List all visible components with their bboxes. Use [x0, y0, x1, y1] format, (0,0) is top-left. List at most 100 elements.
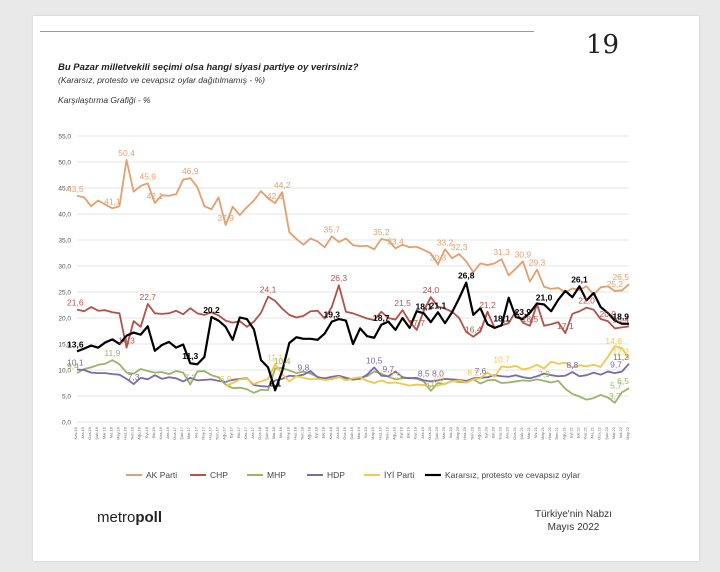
- x-tick-label: May.18: [285, 426, 290, 440]
- brand-logo: metropoll: [97, 509, 162, 526]
- data-label: 21,5: [394, 298, 411, 308]
- data-label: 22,0: [578, 296, 595, 306]
- series-line: [76, 363, 630, 388]
- x-tick-label: Mar.20: [441, 426, 446, 439]
- data-label: 44,2: [274, 180, 291, 190]
- data-label: 20,2: [203, 305, 220, 315]
- data-label: 9,4: [67, 361, 79, 371]
- data-label: 30,9: [515, 249, 532, 259]
- data-label: 6,5: [617, 376, 629, 386]
- x-tick-label: Mar.21: [526, 426, 531, 439]
- chart-subtitle: (Kararsız, protesto ve cevapsız oylar da…: [58, 75, 265, 85]
- x-tick-label: Ara.18: [335, 426, 340, 439]
- data-label: 37,9: [217, 213, 234, 223]
- data-label: 11,3: [182, 351, 198, 361]
- x-tick-label: Oca.22: [597, 426, 602, 440]
- x-tick-label: Oca.18: [257, 426, 262, 440]
- data-label: 8,2: [467, 367, 479, 377]
- x-tick-label: Eki.18: [321, 426, 326, 438]
- legend-label: Kararsız, protesto ve cevapsız oylar: [445, 470, 580, 480]
- legend-label: MHP: [267, 470, 286, 480]
- data-label: 9,7: [610, 360, 622, 370]
- brand-prefix: metro: [97, 509, 136, 526]
- data-label: 18,4: [612, 314, 629, 324]
- data-label: 46,9: [182, 166, 199, 176]
- data-label: 26,3: [331, 273, 348, 283]
- data-label: 45,9: [139, 171, 156, 181]
- x-tick-label: May.17: [200, 426, 205, 440]
- x-tick-label: Nis.17: [193, 426, 198, 438]
- x-tick-label: Tem.21: [554, 426, 559, 440]
- data-label: 19,3: [323, 310, 340, 320]
- x-tick-label: Nis.19: [363, 426, 368, 438]
- legend-label: AK Parti: [146, 470, 177, 480]
- data-label: 18,9: [612, 312, 629, 322]
- data-label: 7,9: [538, 369, 550, 379]
- x-tick-label: Tem.16: [130, 426, 135, 440]
- data-label: 22,7: [139, 292, 156, 302]
- data-label: 30,3: [430, 252, 447, 262]
- data-label: 9,7: [382, 364, 394, 374]
- data-label: 21,6: [67, 298, 84, 308]
- x-tick-label: Mar.16: [101, 426, 106, 439]
- series-line: [225, 345, 630, 388]
- data-label: 16,4: [465, 325, 482, 335]
- x-tick-label: Ağu.18: [307, 426, 312, 439]
- source-line-2: Mayıs 2022: [547, 522, 600, 533]
- x-tick-label: Ağu.19: [391, 426, 396, 439]
- data-label: 7,5: [390, 370, 402, 380]
- x-tick-label: Eyl.19: [399, 426, 404, 438]
- x-tick-label: Haz.19: [377, 426, 382, 439]
- data-label: 20,0: [599, 309, 616, 319]
- data-label: 42,1: [147, 191, 164, 201]
- series-line: [76, 281, 629, 392]
- brand-suffix: poll: [135, 509, 163, 526]
- x-tick-label: Eyl.20: [483, 426, 488, 438]
- legend-label: HDP: [327, 470, 345, 480]
- x-tick-label: Eki.17: [236, 426, 241, 438]
- x-tick-label: May.19: [370, 426, 375, 440]
- x-tick-label: Tem.17: [215, 426, 220, 440]
- data-label: 14,3: [118, 336, 135, 346]
- data-label: 18,1: [493, 313, 510, 323]
- series-line: [76, 159, 630, 296]
- chart-label: Karşılaştırma Grafiği - %: [58, 95, 151, 105]
- data-label: 10,1: [67, 357, 84, 367]
- data-label: 6,0: [425, 379, 437, 389]
- data-label: 17,7: [408, 318, 425, 328]
- data-label: 7,6: [474, 366, 486, 376]
- x-tick-label: Kas.18: [328, 426, 333, 439]
- data-label: 50,4: [118, 148, 135, 158]
- y-tick-label: 25,0: [58, 290, 71, 297]
- data-label: 26,8: [458, 271, 475, 281]
- data-label: 18,1: [415, 301, 432, 311]
- x-tick-label: Şub.22: [604, 426, 609, 439]
- page-number: 19: [586, 30, 620, 60]
- data-label: 5,7: [610, 380, 622, 390]
- y-tick-label: 20,0: [58, 316, 71, 323]
- x-tick-label: Şub.17: [179, 426, 184, 439]
- x-tick-label: Mar.17: [186, 426, 191, 439]
- x-tick-label: Eki.20: [491, 426, 496, 438]
- data-label: 26,1: [571, 274, 588, 284]
- legend-label: CHP: [210, 470, 228, 480]
- x-tick-label: Oca.16: [87, 426, 92, 440]
- x-tick-label: Ağu.21: [561, 426, 566, 439]
- x-tick-label: Nis.18: [278, 426, 283, 438]
- x-tick-label: Nis.21: [533, 426, 538, 438]
- x-tick-label: May.16: [115, 426, 120, 440]
- x-tick-label: Tem.19: [384, 426, 389, 440]
- data-label: 33,2: [437, 237, 454, 247]
- x-tick-label: Mar.19: [356, 426, 361, 439]
- x-tick-label: Ara.21: [590, 426, 595, 439]
- x-tick-label: Kas.15: [73, 426, 78, 439]
- x-tick-label: Tem.20: [469, 426, 474, 440]
- data-label: 10,4: [274, 356, 291, 366]
- y-tick-label: 15,0: [58, 342, 71, 349]
- data-label: 32,3: [451, 242, 468, 252]
- y-tick-label: 10,0: [58, 368, 71, 375]
- data-label: 21,1: [430, 300, 447, 310]
- x-tick-label: Kas.16: [158, 426, 163, 439]
- x-tick-label: Oca.19: [342, 426, 347, 440]
